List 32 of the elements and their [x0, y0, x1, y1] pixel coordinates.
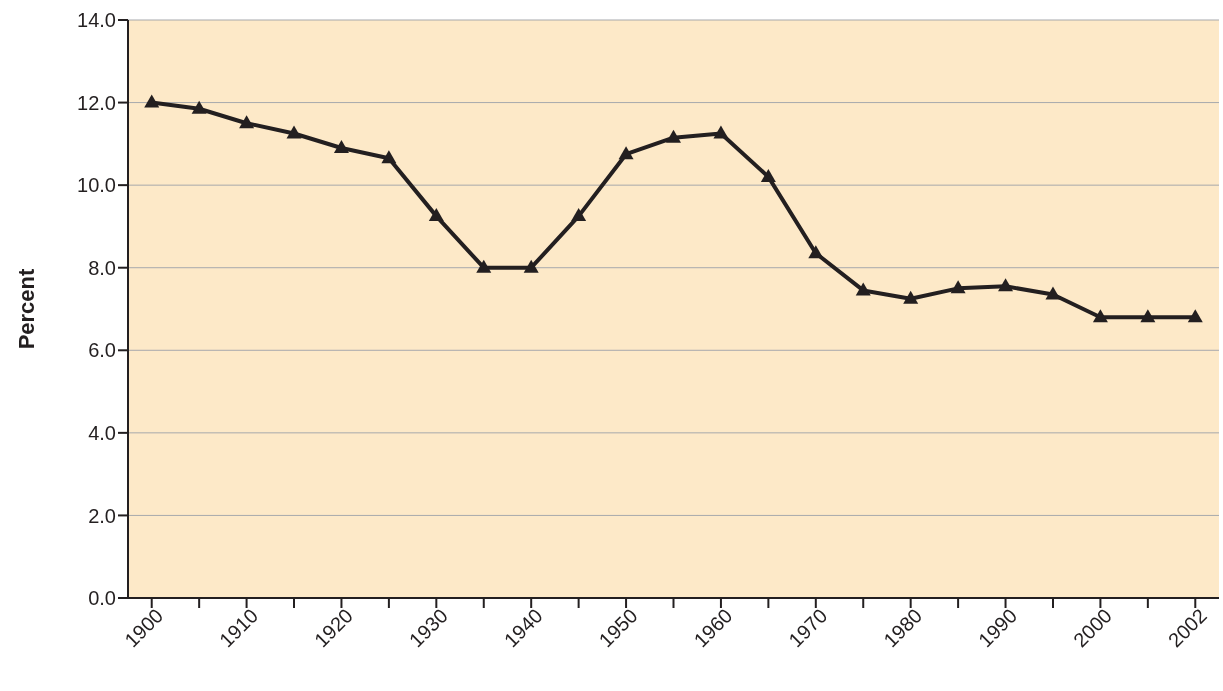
point [333, 139, 349, 153]
point [618, 146, 634, 160]
point [428, 208, 444, 222]
point [808, 245, 824, 259]
point [381, 150, 397, 164]
y-tick-label: 12.0 [77, 91, 116, 114]
point [950, 280, 966, 294]
point [760, 168, 776, 182]
point [191, 100, 207, 114]
y-tick-label: 2.0 [88, 504, 116, 527]
point [1140, 309, 1156, 323]
y-tick-label: 14.0 [77, 9, 116, 32]
y-tick-label: 4.0 [88, 421, 116, 444]
point [666, 129, 681, 143]
point [903, 290, 919, 304]
point [1045, 286, 1061, 300]
point [1187, 309, 1203, 323]
y-tick-label: 8.0 [88, 256, 116, 279]
y-axis-title: Percent [13, 267, 39, 350]
point [239, 115, 255, 129]
point [144, 94, 160, 108]
point [571, 208, 587, 222]
point [998, 278, 1014, 292]
y-tick-label: 0.0 [88, 587, 116, 610]
point [476, 259, 492, 273]
point [1092, 309, 1108, 323]
point [523, 259, 539, 273]
point [855, 282, 871, 296]
y-tick-label: 10.0 [77, 174, 116, 197]
y-tick-label: 6.0 [88, 339, 116, 362]
point [713, 125, 729, 139]
point [286, 125, 302, 139]
